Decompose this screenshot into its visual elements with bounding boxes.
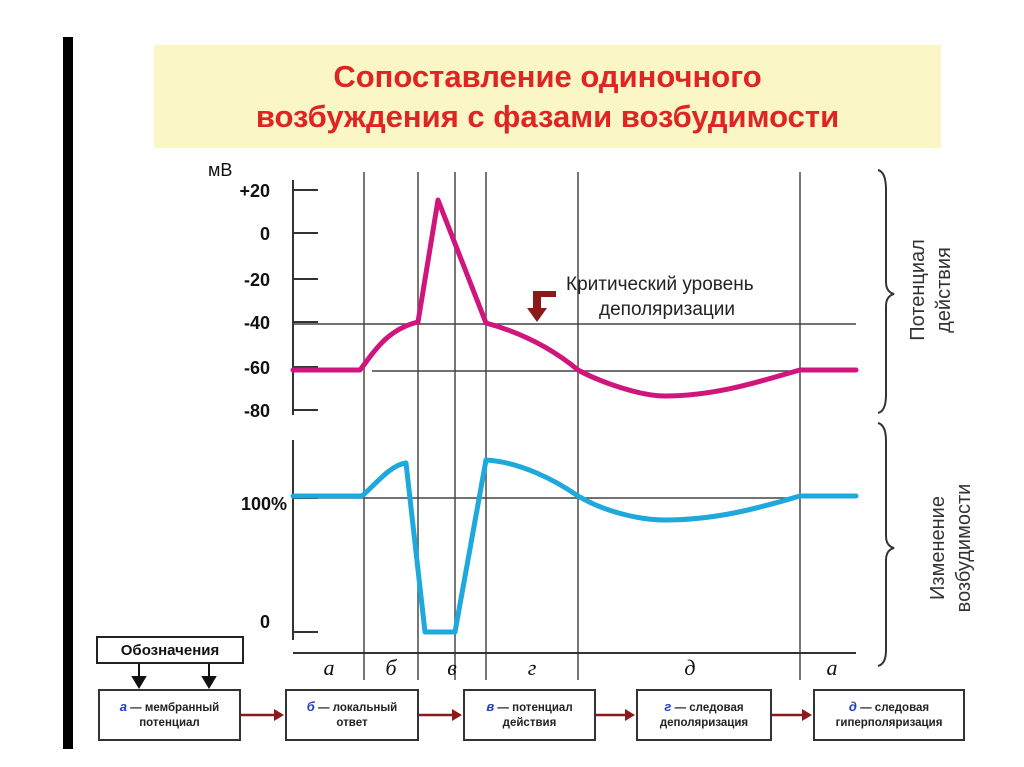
phase-label: д bbox=[684, 655, 695, 680]
phase-boundaries bbox=[363, 172, 801, 680]
legend-item-g: г — следовая деполяризация bbox=[636, 689, 772, 741]
legend-item-v: в — потенциал действия bbox=[463, 689, 596, 741]
phase-label: б bbox=[385, 655, 397, 680]
tick-label: -20 bbox=[244, 270, 270, 290]
top-tick-labels: +20 0 -20 -40 -60 -80 bbox=[239, 181, 270, 421]
phase-labels: а б в г д а bbox=[324, 655, 838, 680]
legend-heading: Обозначения bbox=[96, 636, 244, 664]
arrow-down-icon bbox=[201, 676, 217, 689]
side-label: возбудимости bbox=[953, 484, 975, 613]
legend-letter: д bbox=[848, 699, 857, 714]
excitability-curve bbox=[290, 457, 859, 635]
legend-text: гиперполяризация bbox=[835, 717, 943, 729]
legend-letter: а bbox=[119, 699, 127, 714]
legend-item-d: д — следовая гиперполяризация bbox=[813, 689, 965, 741]
title-line-2: возбуждения с фазами возбудимости bbox=[255, 98, 840, 134]
legend-letter: в bbox=[486, 699, 495, 714]
action-potential-curve bbox=[290, 197, 859, 399]
legend-text: — потенциал bbox=[494, 702, 573, 714]
legend-text: деполяризация bbox=[659, 717, 749, 729]
arrow-right-icon bbox=[772, 709, 812, 721]
legend-item-a: а — мембранный потенциал bbox=[98, 689, 241, 741]
tick-label: -80 bbox=[244, 401, 270, 421]
legend-text: — локальный bbox=[314, 702, 398, 714]
tick-label: 0 bbox=[260, 612, 270, 632]
top-brace bbox=[877, 169, 895, 414]
tick-label: 100% bbox=[241, 494, 287, 514]
tick-label: +20 bbox=[239, 181, 270, 201]
tick-label: 0 bbox=[260, 224, 270, 244]
legend-text: ответ bbox=[336, 717, 368, 729]
phase-label: а bbox=[324, 655, 335, 680]
side-label: Изменение bbox=[927, 496, 949, 600]
legend-heading-arrows bbox=[131, 664, 217, 689]
top-y-axis bbox=[292, 180, 318, 415]
critical-level-annotation: Критический уровень bbox=[566, 274, 754, 295]
bottom-y-axis bbox=[292, 440, 318, 640]
legend-text: действия bbox=[502, 717, 557, 729]
left-border-bar bbox=[63, 37, 73, 749]
bottom-side-label: Изменение возбудимости bbox=[927, 484, 975, 613]
bottom-brace bbox=[877, 422, 895, 667]
legend-text: — мембранный bbox=[126, 702, 220, 714]
legend-text: потенциал bbox=[139, 717, 200, 729]
legend-connector-arrows bbox=[241, 709, 812, 721]
critical-level-arrow-icon bbox=[527, 291, 556, 322]
legend-text: — следовая bbox=[856, 702, 930, 714]
legend-text: — следовая bbox=[671, 702, 744, 714]
tick-label: -40 bbox=[244, 313, 270, 333]
page-title: Сопоставление одиночного возбуждения с ф… bbox=[168, 57, 928, 137]
unit-label: мВ bbox=[208, 160, 232, 180]
legend-letter: б bbox=[306, 699, 315, 714]
legend-letter: г bbox=[664, 699, 672, 714]
side-label: действия bbox=[933, 247, 955, 333]
tick-label: -60 bbox=[244, 358, 270, 378]
title-line-1: Сопоставление одиночного bbox=[333, 58, 762, 94]
legend-item-b: б — локальный ответ bbox=[285, 689, 419, 741]
phase-label: а bbox=[827, 655, 838, 680]
arrow-right-icon bbox=[241, 709, 284, 721]
arrow-down-icon bbox=[131, 676, 147, 689]
arrow-right-icon bbox=[419, 709, 462, 721]
title-banner: Сопоставление одиночного возбуждения с ф… bbox=[154, 45, 941, 148]
top-side-label: Потенциал действия bbox=[907, 239, 955, 341]
critical-level-annotation: деполяризации bbox=[599, 299, 735, 320]
side-label: Потенциал bbox=[907, 239, 929, 341]
phase-label: г bbox=[528, 655, 537, 680]
phase-label: в bbox=[447, 655, 457, 680]
arrow-right-icon bbox=[596, 709, 635, 721]
